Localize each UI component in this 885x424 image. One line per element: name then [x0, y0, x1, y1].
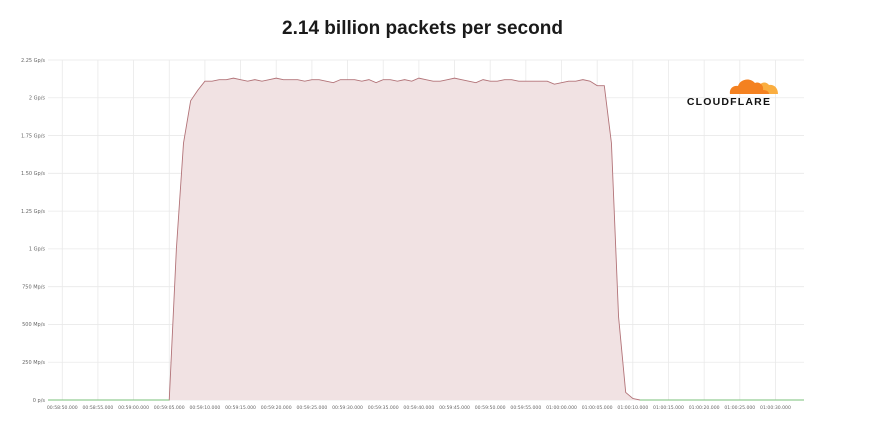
x-tick-label: 00:58:50.000 [47, 405, 78, 411]
brand-name: CLOUDFLARE [686, 96, 772, 108]
x-tick-label: 00:59:55.000 [510, 405, 541, 411]
x-tick-label: 00:58:55.000 [82, 405, 113, 411]
x-tick-label: 00:59:25.000 [296, 405, 327, 411]
series-area-fill [48, 78, 804, 400]
x-tick-label: 00:59:10.000 [189, 405, 220, 411]
x-tick-label: 00:59:50.000 [475, 405, 506, 411]
y-tick-label: 1.50 Gp/s [21, 171, 45, 177]
x-tick-label: 00:59:00.000 [118, 405, 149, 411]
x-tick-label: 00:59:15.000 [225, 405, 256, 411]
x-tick-label: 00:59:30.000 [332, 405, 363, 411]
x-tick-label: 01:00:10.000 [617, 405, 648, 411]
chart-title: 2.14 billion packets per second [282, 18, 563, 39]
y-tick-label: 500 Mp/s [22, 322, 45, 328]
x-tick-label: 00:59:20.000 [261, 405, 292, 411]
y-tick-label: 2 Gp/s [29, 96, 46, 102]
x-tick-label: 01:00:05.000 [582, 405, 613, 411]
x-tick-label: 01:00:15.000 [653, 405, 684, 411]
y-axis-ticks: 0 p/s 250 Mp/s 500 Mp/s 750 Mp/s 1 Gp/s 1.25 … [21, 58, 45, 404]
x-tick-label: 01:00:20.000 [689, 405, 720, 411]
x-tick-label: 01:00:25.000 [724, 405, 755, 411]
x-tick-label: 00:59:45.000 [439, 405, 470, 411]
y-tick-label: 2.25 Gp/s [21, 58, 45, 64]
y-tick-label: 0 p/s [33, 398, 46, 404]
y-tick-label: 250 Mp/s [22, 360, 45, 366]
y-tick-label: 1.25 Gp/s [21, 209, 45, 215]
series-line [48, 77, 804, 401]
y-tick-label: 750 Mp/s [22, 284, 45, 290]
x-tick-label: 00:59:40.000 [403, 405, 434, 411]
y-tick-label: 1 Gp/s [29, 247, 46, 253]
x-axis-ticks: 00:58:50.000 00:58:55.000 00:59:00.000 00:5… [47, 405, 791, 411]
series-area [48, 77, 804, 401]
x-tick-label: 01:00:00.000 [546, 405, 577, 411]
x-tick-label: 00:59:05.000 [154, 405, 185, 411]
x-tick-label: 01:00:30.000 [760, 405, 791, 411]
y-tick-label: 1.75 Gp/s [21, 133, 45, 139]
cloud-icon [729, 79, 778, 94]
x-tick-label: 00:59:35.000 [368, 405, 399, 411]
cloudflare-logo: CLOUDFLARE [674, 72, 784, 112]
